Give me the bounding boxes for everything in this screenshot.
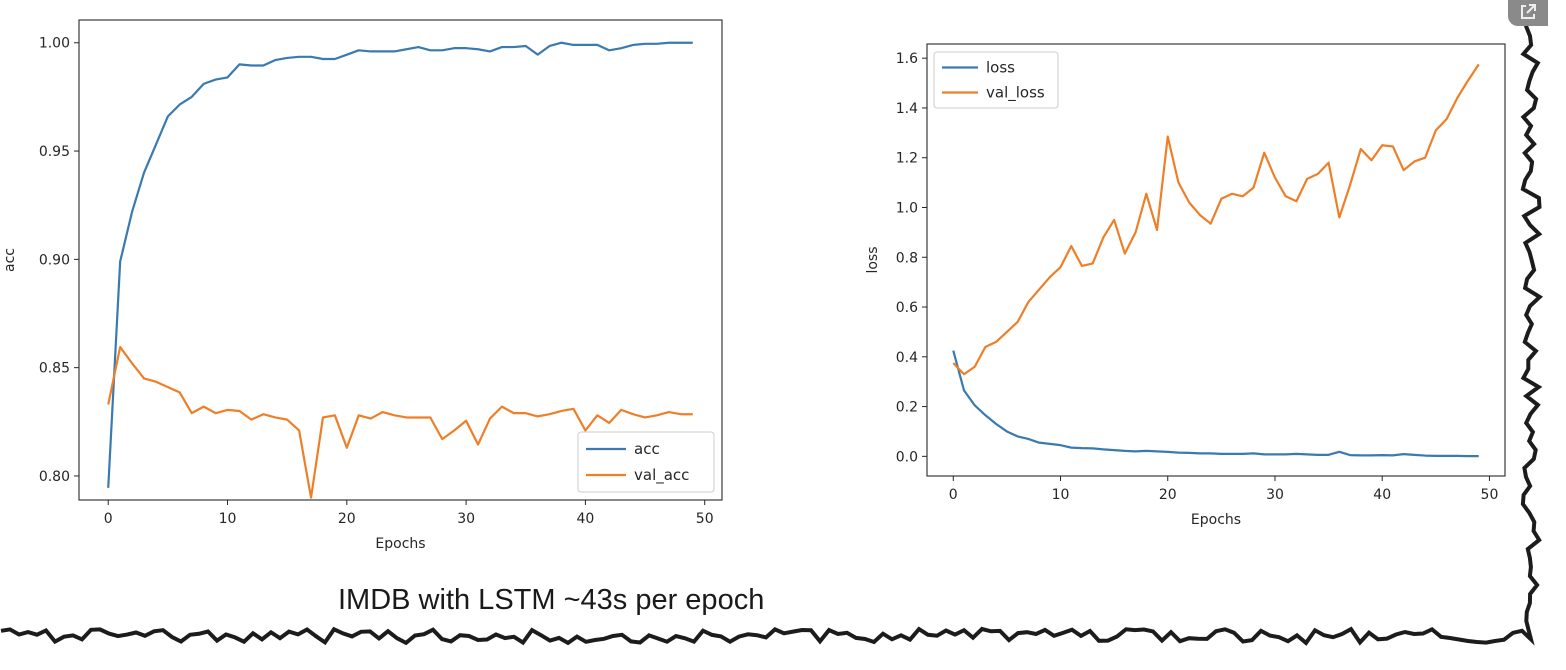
loss-chart: 0 10 20 30 40 50 0.0 0.2 0.4 0.6 0.8 1.0 1.2 1.4 1.6 Ep… — [865, 43, 1506, 528]
series-line-loss — [952, 350, 1479, 458]
accuracy-chart: 0 10 20 30 40 50 0.80 0.85 0.90 0.95 1.00 Epochs acc… — [2, 19, 723, 552]
y-tick-label: 0.4 — [896, 350, 918, 366]
y-tick-label: 1.2 — [896, 151, 918, 167]
y-tick-label: 0.80 — [39, 469, 70, 485]
y-tick-label: 0.6 — [896, 300, 918, 316]
caption: IMDB with LSTM ~43s per epoch — [338, 584, 765, 616]
x-tick-label: 50 — [1481, 487, 1499, 503]
x-tick-label: 50 — [696, 511, 714, 527]
torn-edge-line — [0, 0, 1543, 646]
x-tick-label: 0 — [104, 511, 113, 527]
y-tick-label: 0.2 — [896, 400, 918, 416]
external-link-icon — [1521, 4, 1536, 19]
x-axis-title: Epochs — [1191, 512, 1241, 528]
series-line-val_loss — [952, 63, 1480, 376]
x-axis-title: Epochs — [375, 536, 425, 552]
y-tick-label: 0.0 — [896, 449, 918, 465]
legend-label-loss: loss — [986, 59, 1015, 77]
x-tick-label: 10 — [219, 511, 237, 527]
y-axis-title: loss — [865, 246, 881, 273]
y-tick-label: 0.85 — [39, 361, 70, 377]
y-tick-label: 0.95 — [39, 144, 70, 160]
plot-frame — [926, 43, 1506, 477]
x-tick-label: 10 — [1052, 487, 1070, 503]
x-tick-label: 30 — [1266, 487, 1284, 503]
corner-widget[interactable] — [1508, 0, 1548, 26]
plot-frame — [78, 19, 723, 501]
y-tick-label: 1.0 — [896, 200, 918, 216]
legend-box — [933, 51, 1059, 109]
legend-label-val_acc: val_acc — [634, 466, 689, 485]
y-tick-label: 1.6 — [896, 51, 918, 67]
x-tick-label: 20 — [1159, 487, 1177, 503]
x-tick-label: 40 — [576, 511, 594, 527]
legend-label-acc: acc — [634, 440, 660, 458]
legend-label-val_loss: val_loss — [986, 84, 1045, 103]
x-tick-label: 0 — [949, 487, 958, 503]
y-tick-label: 0.90 — [39, 252, 70, 268]
y-tick-label: 0.8 — [896, 250, 918, 266]
x-tick-label: 30 — [457, 511, 475, 527]
y-tick-label: 1.4 — [896, 101, 918, 117]
x-tick-label: 20 — [338, 511, 356, 527]
y-tick-label: 1.00 — [39, 36, 70, 52]
legend-box — [577, 431, 715, 493]
series-line-acc — [107, 41, 693, 488]
series-line-val_acc — [107, 345, 693, 499]
y-axis-title: acc — [2, 248, 18, 272]
x-tick-label: 40 — [1373, 487, 1391, 503]
